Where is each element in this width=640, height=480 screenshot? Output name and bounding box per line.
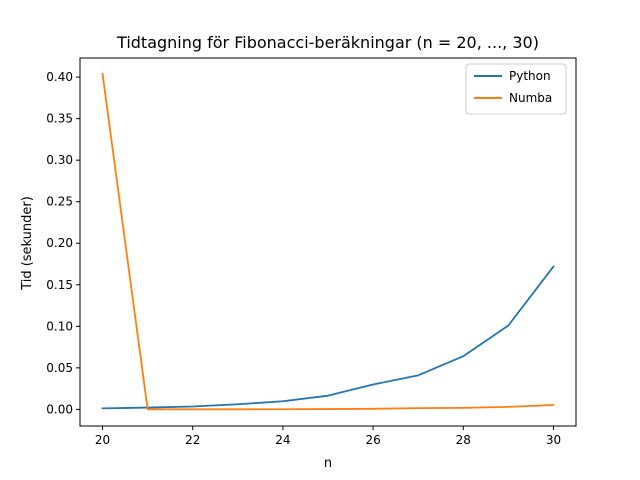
y-tick-label: 0.00 — [46, 402, 73, 416]
legend-label: Numba — [509, 91, 552, 105]
y-axis-ticks: 0.00 0.05 0.10 0.15 0.20 0.25 0.30 0.35 0.40 — [46, 70, 80, 416]
x-tick-label: 28 — [456, 433, 471, 447]
x-tick-label: 22 — [185, 433, 200, 447]
series-lines — [101, 72, 555, 411]
legend: Python Numba — [465, 63, 567, 115]
series-line-numba — [101, 72, 555, 411]
x-tick-label: 26 — [365, 433, 380, 447]
x-axis-ticks: 20 22 24 26 28 30 — [95, 426, 561, 447]
x-tick-label: 24 — [275, 433, 290, 447]
y-tick-label: 0.25 — [46, 195, 73, 209]
y-tick-label: 0.35 — [46, 112, 73, 126]
y-axis-label: Tid (sekunder) — [20, 196, 35, 291]
axes-frame — [79, 57, 577, 427]
y-tick-label: 0.20 — [46, 236, 73, 250]
x-axis-label: n — [324, 456, 332, 471]
y-tick-label: 0.30 — [46, 153, 73, 167]
series-line-python — [101, 265, 555, 410]
y-tick-label: 0.15 — [46, 278, 73, 292]
y-tick-label: 0.40 — [46, 70, 73, 84]
chart-title: Tidtagning för Fibonacci-beräkningar (n … — [116, 33, 539, 52]
legend-label: Python — [509, 69, 551, 83]
y-tick-label: 0.10 — [46, 319, 73, 333]
x-tick-label: 20 — [95, 433, 110, 447]
x-tick-label: 30 — [546, 433, 561, 447]
y-tick-label: 0.05 — [46, 361, 73, 375]
